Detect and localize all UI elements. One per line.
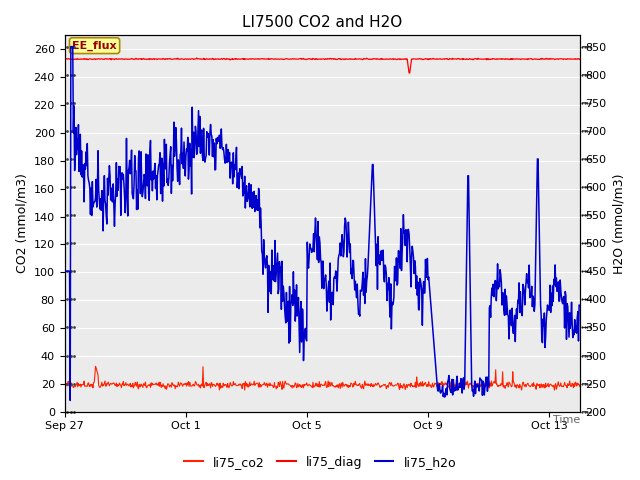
Text: Time: Time xyxy=(552,416,580,425)
Legend: li75_co2, li75_diag, li75_h2o: li75_co2, li75_diag, li75_h2o xyxy=(179,451,461,474)
Title: LI7500 CO2 and H2O: LI7500 CO2 and H2O xyxy=(242,15,403,30)
Y-axis label: CO2 (mmol/m3): CO2 (mmol/m3) xyxy=(15,174,28,274)
Y-axis label: H2O (mmol/m3): H2O (mmol/m3) xyxy=(612,173,625,274)
Text: EE_flux: EE_flux xyxy=(72,40,117,51)
